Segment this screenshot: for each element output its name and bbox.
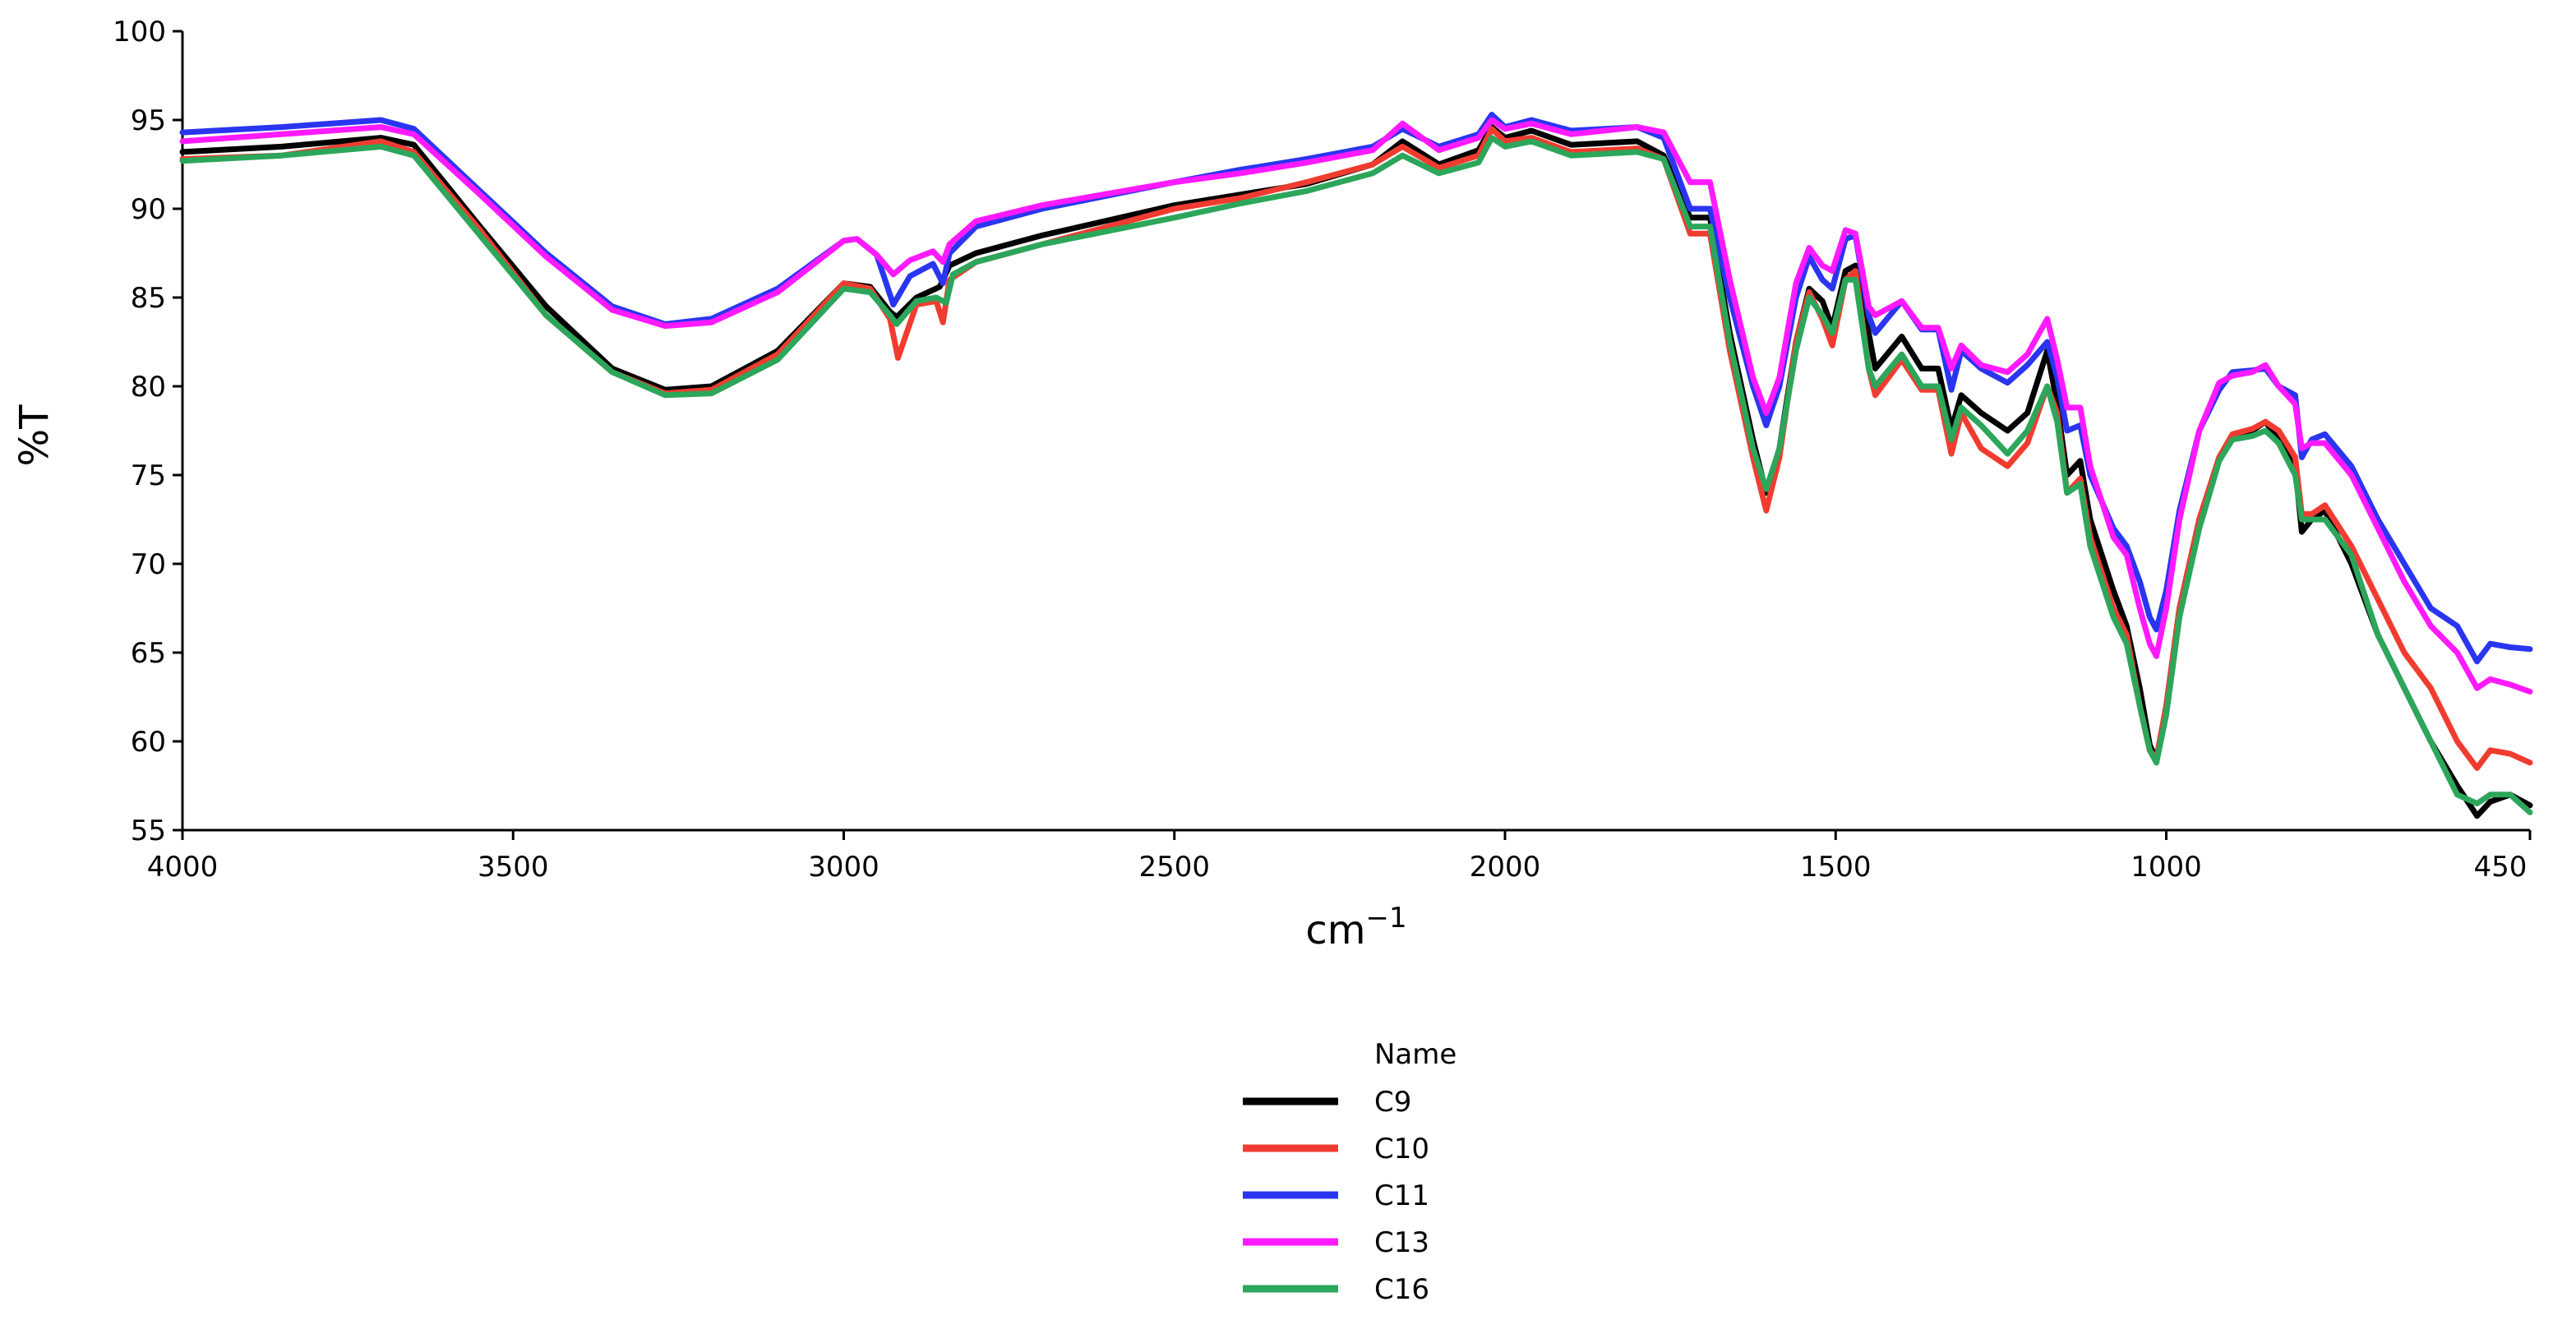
y-tick-label: 80 — [131, 371, 166, 404]
series-line-c16 — [179, 135, 2533, 815]
x-tick-label: 4000 — [147, 851, 219, 884]
y-axis-ticks: 55 60 65 70 75 80 85 90 95 100 — [113, 16, 182, 847]
series-line-c9 — [179, 124, 2533, 819]
legend-title: Name — [1374, 1038, 1457, 1071]
y-tick-label: 60 — [131, 726, 166, 759]
x-tick-label: 3000 — [808, 851, 879, 884]
legend-label-c10: C10 — [1374, 1133, 1429, 1165]
series-line-c13 — [179, 117, 2533, 695]
x-tick-label: 2000 — [1470, 851, 1541, 884]
x-tick-label: 3500 — [478, 851, 549, 884]
legend: Name C9 C10 C11 C13 C16 — [1243, 1038, 1457, 1306]
legend-label-c13: C13 — [1374, 1226, 1429, 1259]
y-tick-label: 75 — [131, 459, 166, 492]
x-tick-label: 1500 — [1800, 851, 1872, 884]
x-axis-ticks: 4000 3500 3000 2500 2000 1500 1000 450 — [147, 830, 2532, 884]
y-tick-label: 95 — [131, 104, 166, 137]
y-tick-label: 90 — [131, 193, 166, 226]
series-line-c10 — [179, 126, 2533, 771]
series-line-c11 — [179, 112, 2533, 665]
x-tick-label: 1000 — [2131, 851, 2202, 884]
legend-label-c11: C11 — [1374, 1179, 1429, 1212]
y-tick-label: 55 — [131, 815, 166, 847]
y-tick-label: 85 — [131, 282, 166, 315]
x-tick-label: 2500 — [1138, 851, 1210, 884]
y-tick-label: 100 — [113, 16, 166, 48]
x-tick-label: 450 — [2474, 851, 2528, 884]
x-axis-title-exponent: −1 — [1366, 902, 1407, 935]
y-tick-label: 70 — [131, 548, 166, 581]
legend-label-c9: C9 — [1374, 1086, 1411, 1119]
x-axis-title-unit: cm — [1305, 907, 1365, 953]
x-axis-title: cm−1 — [1305, 902, 1406, 953]
series-lines — [179, 112, 2533, 819]
y-axis-title: %T — [12, 404, 58, 467]
y-tick-label: 65 — [131, 637, 166, 670]
legend-label-c16: C16 — [1374, 1273, 1429, 1306]
legend-items: C9 C10 C11 C13 C16 — [1243, 1086, 1429, 1306]
axes: 4000 3500 3000 2500 2000 1500 1000 450 55 60 65 70… — [113, 16, 2532, 884]
